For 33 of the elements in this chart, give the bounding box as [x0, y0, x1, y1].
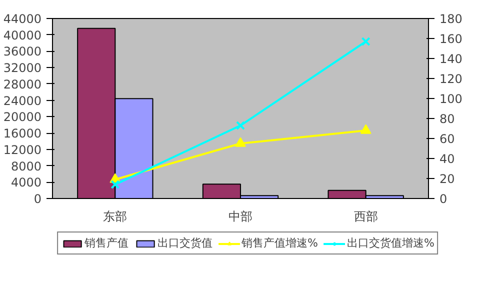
- y-tick-label: 8000: [10, 159, 42, 174]
- y-tick-label: 28000: [3, 77, 42, 92]
- y-tick-label: 0: [34, 192, 42, 206]
- y-tick-label: 36000: [3, 44, 42, 59]
- y-tick-label: 32000: [3, 61, 42, 76]
- legend-label: 销售产值增速%: [242, 236, 318, 250]
- point: [235, 137, 246, 147]
- legend-label: 出口交货值增速%: [347, 236, 434, 250]
- y2-tick-label: 80: [440, 112, 455, 126]
- x-tick-label: 中部: [228, 210, 252, 224]
- legend-label: 出口交货值: [158, 236, 213, 250]
- y2-tick-label: 140: [440, 52, 462, 66]
- y-tick-label: 20000: [3, 110, 42, 124]
- point: [361, 36, 370, 46]
- y2-tick-label: 40: [440, 152, 455, 166]
- point: [360, 124, 372, 134]
- y-tick-label: 4000: [10, 176, 42, 190]
- y2-tick-label: 120: [440, 72, 462, 86]
- y-tick-label: 40000: [3, 28, 42, 42]
- point: [236, 120, 246, 130]
- legend-label: 销售产值: [84, 236, 129, 250]
- y-tick-label: 12000: [3, 142, 42, 157]
- y2-tick-label: 100: [440, 92, 462, 106]
- x-tick-label: 东部: [103, 210, 128, 224]
- y2-tick-label: 20: [440, 172, 455, 186]
- y2-tick-label: 160: [440, 32, 462, 46]
- y-tick-label: 44000: [3, 12, 42, 26]
- x-tick-label: 西部: [354, 210, 378, 224]
- y-tick-label: 16000: [3, 126, 42, 141]
- y-tick-label: 24000: [3, 94, 42, 108]
- y2-tick-label: 180: [440, 12, 462, 26]
- y2-tick-label: 60: [440, 132, 455, 146]
- y2-tick-label: 0: [440, 192, 448, 206]
